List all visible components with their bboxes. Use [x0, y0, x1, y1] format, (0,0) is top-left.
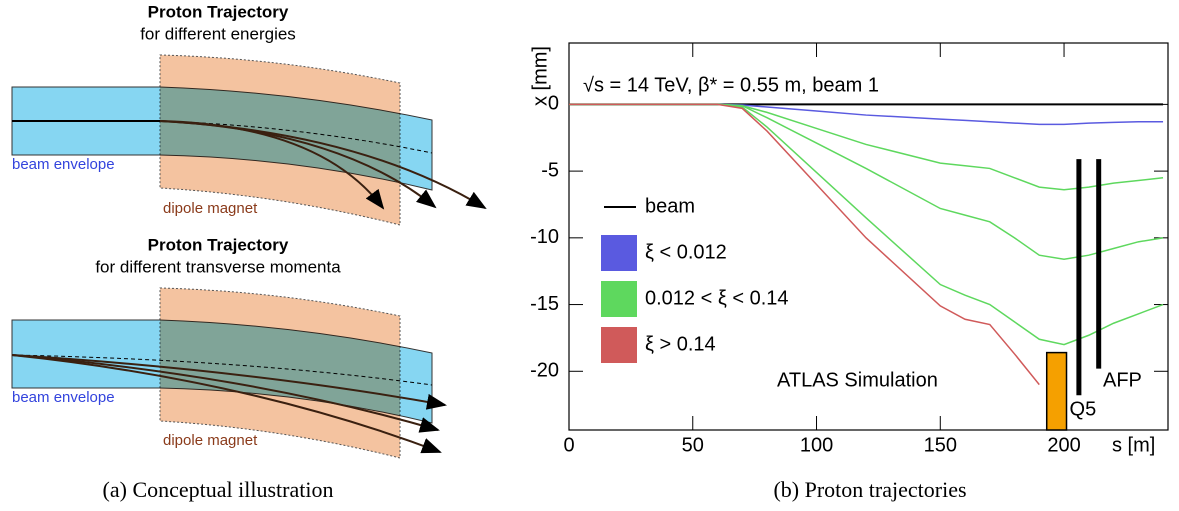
- legend-key: [601, 235, 637, 271]
- y-tick-label: -20: [530, 360, 559, 382]
- legend-label: beam: [645, 195, 695, 217]
- trajectory: [11, 354, 440, 433]
- diagram-subtitle: for different transverse momenta: [95, 257, 341, 276]
- envelope-label: beam envelope: [12, 156, 115, 173]
- x-tick-label: 100: [800, 434, 833, 456]
- x-tick-label: 50: [682, 434, 704, 456]
- trajectory: [11, 354, 442, 454]
- legend-key: [601, 281, 637, 317]
- series-line: [569, 103, 1164, 126]
- caption: (b) Proton trajectories: [773, 477, 966, 502]
- trajectory: [11, 354, 447, 410]
- diagram-subtitle: for different energies: [140, 24, 296, 43]
- series-line: [569, 103, 1164, 191]
- x-tick-label: 200: [1047, 434, 1080, 456]
- legend-label: 0.012 < ξ < 0.14: [645, 287, 789, 309]
- y-axis-label: x [mm]: [529, 46, 551, 106]
- diagram-bottom: Proton Trajectory for different transver…: [11, 235, 447, 459]
- afp-label: AFP: [1103, 369, 1142, 391]
- q5-label: Q5: [1070, 398, 1097, 420]
- x-tick-label: 150: [924, 434, 957, 456]
- x-tick-label: 0: [563, 434, 574, 456]
- annotation: √s = 14 TeV, β* = 0.55 m, beam 1: [583, 74, 879, 96]
- magnet-label: dipole magnet: [163, 432, 258, 449]
- series-line: [569, 103, 1164, 260]
- legend-label: ξ < 0.012: [645, 241, 727, 263]
- plot-frame: [568, 42, 1169, 431]
- legend-label: ξ > 0.14: [645, 333, 716, 355]
- x-axis-label: s [m]: [1112, 434, 1155, 456]
- envelope-label: beam envelope: [12, 389, 115, 406]
- magnet-label: dipole magnet: [163, 200, 258, 217]
- y-tick-label: 0: [548, 93, 559, 115]
- legend-key: [601, 327, 637, 363]
- dipole-magnet: [159, 287, 401, 459]
- y-tick-label: -10: [530, 226, 559, 248]
- diagram-title: Proton Trajectory: [148, 2, 289, 21]
- diagram-top: Proton Trajectory for different energies…: [11, 2, 487, 226]
- y-tick-label: -15: [530, 293, 559, 315]
- q5-magnet: [1045, 351, 1068, 431]
- series-line: [569, 103, 1040, 386]
- chart: s [m] x [mm] √s = 14 TeV, β* = 0.55 m, b…: [529, 42, 1169, 456]
- annotation: ATLAS Simulation: [777, 369, 938, 391]
- caption: (a) Conceptual illustration: [103, 477, 334, 502]
- y-tick-label: -5: [541, 159, 559, 181]
- diagram-title: Proton Trajectory: [148, 235, 289, 254]
- trajectory: [159, 120, 487, 210]
- beam-dashed: [11, 354, 433, 386]
